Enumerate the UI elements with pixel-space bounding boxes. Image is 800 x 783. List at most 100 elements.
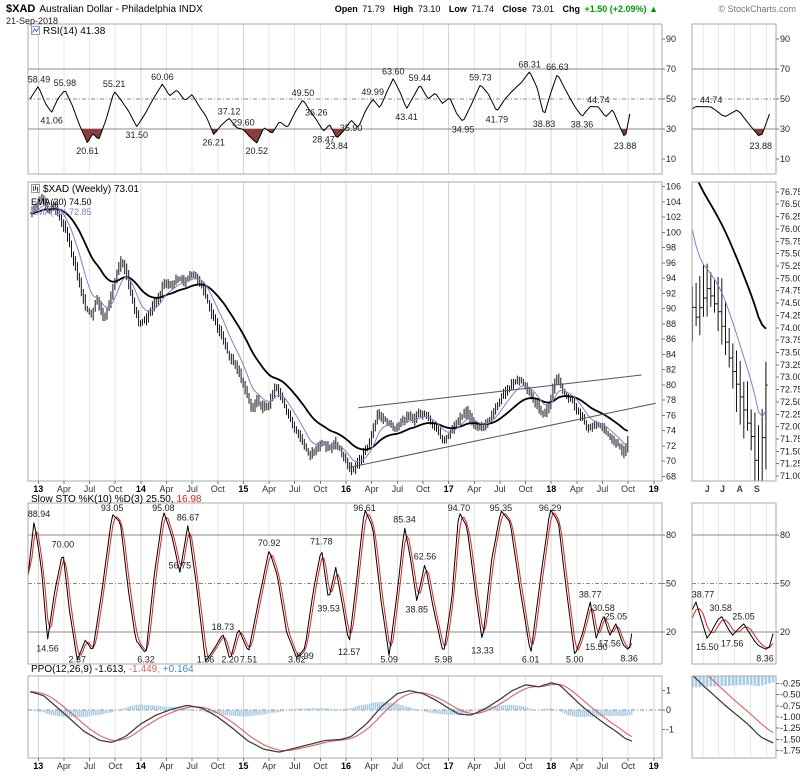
svg-text:29.60: 29.60 xyxy=(232,118,255,128)
svg-text:26.21: 26.21 xyxy=(202,138,225,148)
svg-text:70.92: 70.92 xyxy=(258,538,281,548)
svg-text:28.47: 28.47 xyxy=(312,134,335,144)
svg-text:8.36: 8.36 xyxy=(620,654,638,664)
svg-text:-0.25: -0.25 xyxy=(780,679,800,689)
svg-text:71.78: 71.78 xyxy=(310,536,333,546)
svg-text:84: 84 xyxy=(666,349,676,359)
svg-text:76.50: 76.50 xyxy=(780,199,800,209)
mini-sto-panel: 80 50 20 38.77 15.50 30.58 17.56 25.05 8.36 xyxy=(691,502,790,665)
svg-text:Jul: Jul xyxy=(186,484,198,494)
svg-text:Apr: Apr xyxy=(57,484,71,494)
indicator-icon xyxy=(31,26,40,38)
svg-text:20: 20 xyxy=(780,627,790,637)
svg-text:70.00: 70.00 xyxy=(52,539,75,549)
svg-text:3.62: 3.62 xyxy=(288,655,306,665)
svg-text:14.56: 14.56 xyxy=(36,644,59,654)
svg-text:90: 90 xyxy=(666,34,676,44)
svg-text:-1.00: -1.00 xyxy=(780,712,800,722)
svg-text:-1.25: -1.25 xyxy=(780,723,800,733)
svg-text:Oct: Oct xyxy=(416,484,431,494)
svg-text:50: 50 xyxy=(666,94,676,104)
svg-text:70: 70 xyxy=(780,64,790,74)
svg-text:6.32: 6.32 xyxy=(137,655,155,665)
chart-date: 21-Sep-2018 xyxy=(6,16,59,26)
svg-text:8.36: 8.36 xyxy=(756,654,774,664)
svg-text:5.00: 5.00 xyxy=(566,655,584,665)
svg-text:Oct: Oct xyxy=(313,761,328,771)
svg-text:5.98: 5.98 xyxy=(435,655,453,665)
svg-text:Jul: Jul xyxy=(186,761,198,771)
ohlc-row: Open 71.79 High 73.10 Low 71.74 Close 73… xyxy=(329,4,658,14)
svg-text:102: 102 xyxy=(666,212,681,222)
svg-text:95.35: 95.35 xyxy=(490,503,513,513)
svg-text:78: 78 xyxy=(666,395,676,405)
svg-text:10: 10 xyxy=(666,154,676,164)
svg-text:17: 17 xyxy=(444,761,454,771)
svg-text:18: 18 xyxy=(546,484,556,494)
rsi-annotations: 58.49 41.06 55.98 20.61 55.21 31.50 60.06 26.21… xyxy=(28,60,637,157)
svg-text:50: 50 xyxy=(666,579,676,589)
svg-text:74.75: 74.75 xyxy=(780,286,800,296)
svg-text:74.00: 74.00 xyxy=(780,323,800,333)
svg-text:14: 14 xyxy=(136,484,146,494)
svg-text:73.25: 73.25 xyxy=(780,360,800,370)
svg-text:72: 72 xyxy=(666,441,676,451)
svg-text:74.25: 74.25 xyxy=(780,310,800,320)
svg-text:18.73: 18.73 xyxy=(212,622,235,632)
ppo-indicator-label: PPO(12,26,9) -1.613, -1.449, +0.164 xyxy=(31,664,194,675)
svg-text:16: 16 xyxy=(341,484,351,494)
svg-text:96.29: 96.29 xyxy=(539,503,562,513)
svg-text:13: 13 xyxy=(33,761,43,771)
svg-text:73.50: 73.50 xyxy=(780,348,800,358)
sto-axis: 80 50 20 xyxy=(662,530,676,637)
svg-text:71.25: 71.25 xyxy=(780,459,800,469)
mini-rsi-annotations: 44.74 23.88 xyxy=(700,95,772,151)
svg-text:93.05: 93.05 xyxy=(101,503,124,513)
svg-text:68.31: 68.31 xyxy=(518,60,541,70)
svg-text:74.50: 74.50 xyxy=(780,298,800,308)
svg-text:85.34: 85.34 xyxy=(393,515,416,525)
svg-text:50: 50 xyxy=(780,94,790,104)
svg-text:55.98: 55.98 xyxy=(54,78,77,88)
mini-ppo-panel: -0.25-0.50-0.75-1.00-1.25-1.50-1.75 xyxy=(691,675,800,759)
svg-text:Apr: Apr xyxy=(57,761,71,771)
ppo-axis: 1 0 -1 xyxy=(662,686,674,735)
svg-text:104: 104 xyxy=(666,197,681,207)
close-value: 73.01 xyxy=(531,4,554,14)
svg-text:Apr: Apr xyxy=(365,484,379,494)
ema30-legend: EMA(30) 74.50 xyxy=(31,197,92,207)
low-value: 71.74 xyxy=(471,4,494,14)
svg-text:98: 98 xyxy=(666,243,676,253)
svg-text:19: 19 xyxy=(649,761,659,771)
svg-text:75.00: 75.00 xyxy=(780,273,800,283)
svg-text:15: 15 xyxy=(238,484,248,494)
svg-text:15.50: 15.50 xyxy=(585,642,608,652)
svg-text:92: 92 xyxy=(666,288,676,298)
svg-text:Apr: Apr xyxy=(262,484,276,494)
svg-text:96: 96 xyxy=(666,258,676,268)
mini-rsi-axis: 90 70 50 30 10 xyxy=(776,34,790,164)
svg-text:Jul: Jul xyxy=(289,761,301,771)
price-label-text: $XAD (Weekly) 73.01 xyxy=(43,184,139,195)
svg-text:9.99: 9.99 xyxy=(296,651,314,661)
svg-text:10: 10 xyxy=(780,154,790,164)
svg-text:76: 76 xyxy=(666,410,676,420)
svg-text:35.90: 35.90 xyxy=(340,123,363,133)
svg-text:70: 70 xyxy=(666,64,676,74)
svg-text:106: 106 xyxy=(666,182,681,192)
svg-text:13: 13 xyxy=(33,484,43,494)
svg-text:5.09: 5.09 xyxy=(380,655,398,665)
svg-text:55.21: 55.21 xyxy=(103,79,126,89)
svg-text:71.00: 71.00 xyxy=(780,471,800,481)
rsi-panel: 90 70 50 30 10 58.49 41.06 55.98 20.61 55.21 31.50… xyxy=(27,23,676,175)
svg-text:72.00: 72.00 xyxy=(780,422,800,432)
ppo-label-blue: +0.164 xyxy=(162,664,194,675)
svg-text:76.00: 76.00 xyxy=(780,224,800,234)
svg-text:2.37: 2.37 xyxy=(68,655,86,665)
svg-text:S: S xyxy=(754,484,760,494)
svg-text:20.61: 20.61 xyxy=(76,146,99,156)
svg-text:76.25: 76.25 xyxy=(780,212,800,222)
low-label: Low xyxy=(448,4,467,14)
symbol: $XAD xyxy=(6,3,36,15)
